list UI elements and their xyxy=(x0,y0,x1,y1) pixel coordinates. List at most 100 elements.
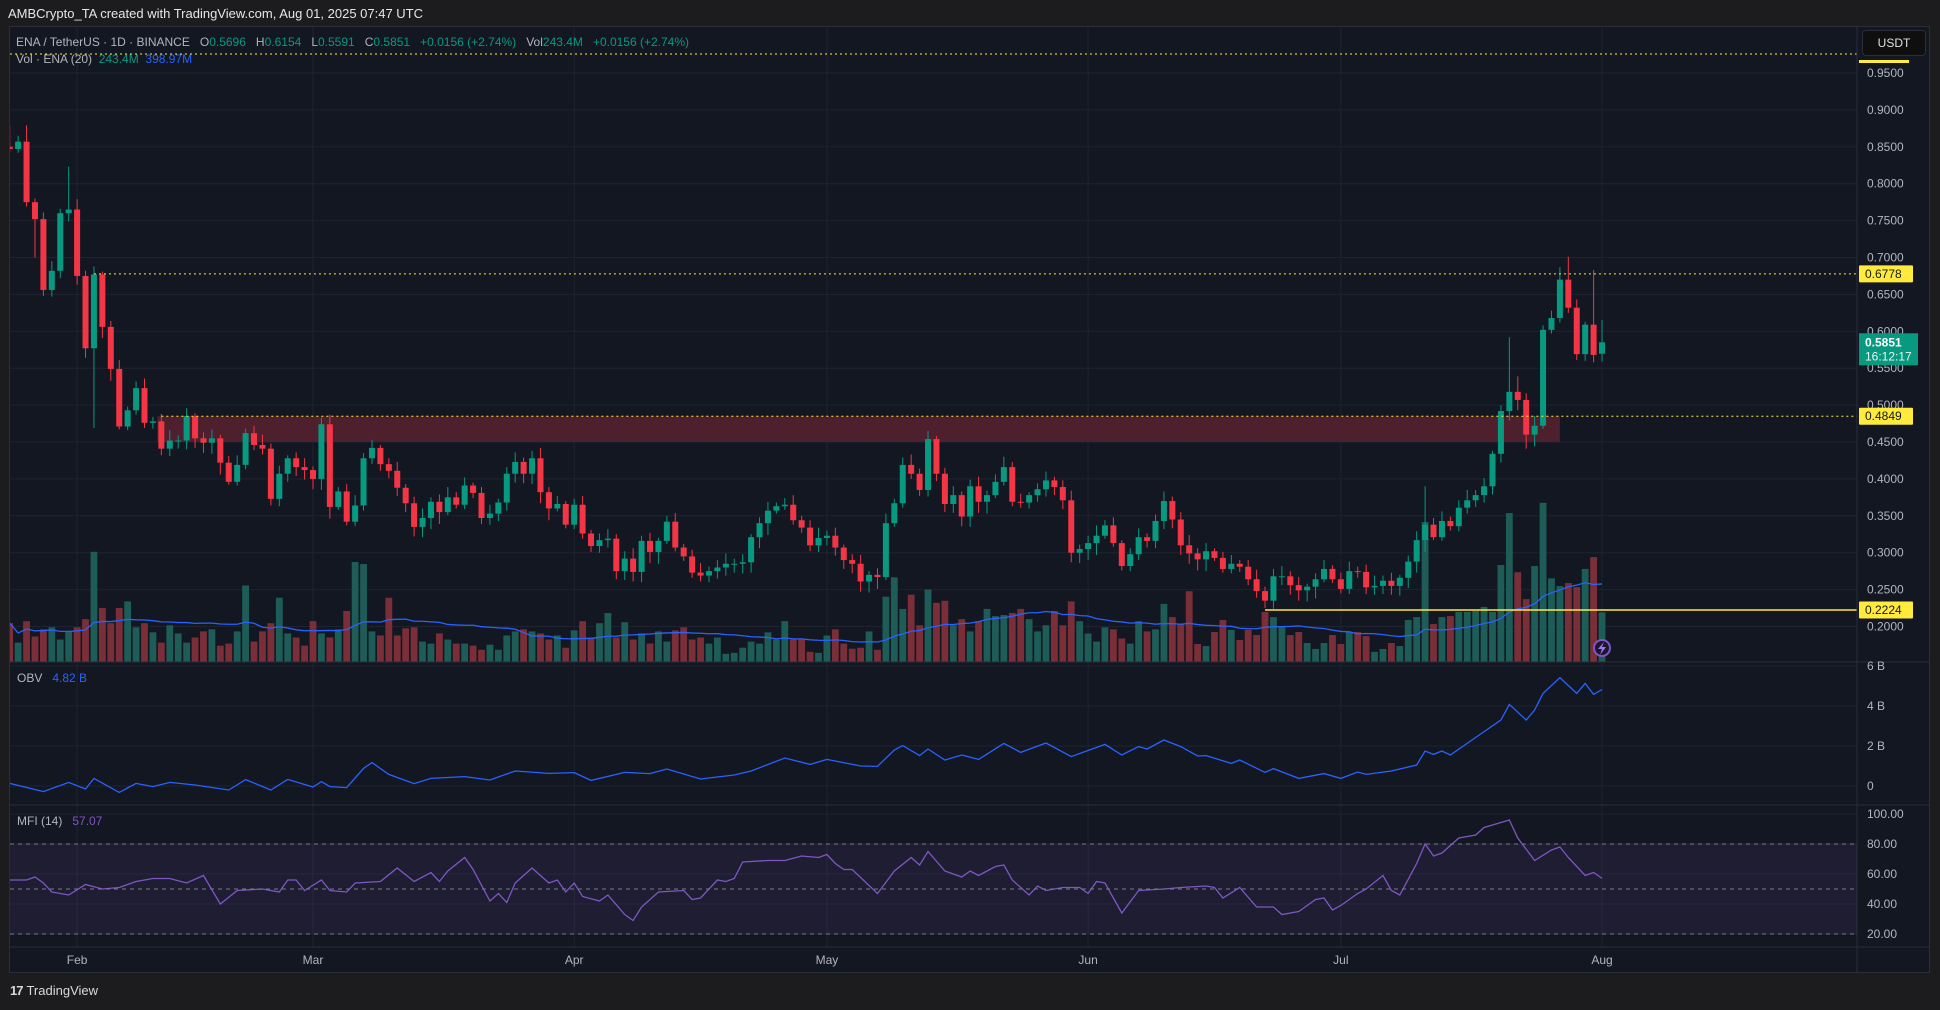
volume-bar xyxy=(520,629,528,662)
candle-body xyxy=(293,458,300,468)
candle-body xyxy=(899,464,906,504)
candle xyxy=(1346,561,1353,595)
volume-legend[interactable]: Vol · ENA (20) 243.4M 398.97M xyxy=(16,52,192,66)
candle-body xyxy=(1337,579,1344,589)
candle xyxy=(1430,518,1437,541)
volume-bar xyxy=(714,637,721,662)
volume-bar xyxy=(553,635,561,662)
candle xyxy=(604,529,611,548)
volume-bar xyxy=(1522,599,1530,662)
candle-body xyxy=(1422,524,1429,541)
candle-body xyxy=(1329,568,1336,580)
candle-body xyxy=(562,503,569,525)
candle xyxy=(529,450,536,485)
symbol-name[interactable]: ENA / TetherUS · 1D · BINANCE xyxy=(16,35,190,49)
open-value: 0.5696 xyxy=(209,35,246,49)
candle xyxy=(1506,337,1513,421)
candle-body xyxy=(1371,585,1378,588)
volume-bar xyxy=(1489,612,1496,662)
candle xyxy=(537,447,544,504)
symbol-legend[interactable]: ENA / TetherUS · 1D · BINANCE O0.5696 H0… xyxy=(16,35,689,49)
volume-bar xyxy=(478,649,485,662)
volume-bar xyxy=(1362,636,1370,662)
currency-button[interactable]: USDT xyxy=(1862,30,1926,56)
volume-bar xyxy=(377,635,384,662)
countdown-text: 16:12:17 xyxy=(1865,349,1912,363)
obv-legend[interactable]: OBV 4.82 B xyxy=(17,671,87,685)
candle xyxy=(1093,525,1100,555)
volume-bar xyxy=(587,637,595,662)
price-tick-label: 0.4000 xyxy=(1867,472,1904,486)
high-value: 0.6154 xyxy=(264,35,302,49)
candle xyxy=(1321,560,1327,583)
candle-body xyxy=(1228,563,1235,569)
volume-bar xyxy=(1548,578,1555,662)
tradingview-footer[interactable]: 17 TradingView xyxy=(10,983,98,998)
volume-bar xyxy=(183,642,191,662)
candle xyxy=(461,477,468,510)
volume-bar xyxy=(688,639,696,662)
mfi-tick-label: 100.00 xyxy=(1867,807,1904,821)
candle-body xyxy=(183,416,190,441)
candle xyxy=(99,271,106,338)
candle-body xyxy=(267,448,274,499)
candle-body xyxy=(31,202,38,220)
candle xyxy=(1438,511,1445,541)
volume-bar xyxy=(250,641,258,662)
volume-bar xyxy=(452,643,460,662)
candle-body xyxy=(1186,545,1193,554)
volume-bar xyxy=(1430,624,1437,662)
candle-body xyxy=(874,574,881,578)
candle-body xyxy=(1430,524,1437,538)
volume-bar xyxy=(98,607,106,662)
volume-bar xyxy=(1388,643,1395,662)
candle xyxy=(90,266,97,428)
candle-body xyxy=(1262,591,1269,601)
candle xyxy=(1514,376,1521,411)
volume-bar xyxy=(10,623,14,662)
volume-bar xyxy=(907,594,915,662)
volume-bar xyxy=(545,639,553,662)
candle-body xyxy=(1135,537,1142,555)
volume-bar xyxy=(1067,601,1075,662)
candle xyxy=(57,208,64,279)
volume-bar xyxy=(1472,610,1480,662)
candle-body xyxy=(276,473,283,499)
volume-bar xyxy=(949,625,957,662)
volume-bar xyxy=(14,642,22,662)
candle xyxy=(124,406,131,431)
volume-bar xyxy=(368,631,376,662)
candle-body xyxy=(377,447,384,465)
candle-body xyxy=(461,485,468,505)
candle xyxy=(486,504,493,525)
candle-body xyxy=(200,438,207,443)
candle xyxy=(899,457,906,508)
volume-bar xyxy=(1531,566,1539,662)
volume-bar xyxy=(309,621,317,662)
candle-body xyxy=(1177,519,1184,546)
candle-body xyxy=(427,501,434,519)
candle xyxy=(1371,575,1378,595)
volume-bar xyxy=(1539,502,1547,662)
resistance-price-text: 0.6778 xyxy=(1865,267,1902,281)
candle xyxy=(276,465,283,507)
candle-body xyxy=(1127,554,1134,566)
candle xyxy=(545,487,552,521)
candle-body xyxy=(1287,576,1294,586)
candle xyxy=(984,490,990,514)
candle-body xyxy=(335,491,342,507)
candle-body xyxy=(798,520,805,528)
volume-bar xyxy=(503,635,511,662)
candle-body xyxy=(773,506,780,511)
candle xyxy=(638,535,645,583)
candle xyxy=(975,476,982,513)
candle xyxy=(411,496,418,537)
candle xyxy=(1076,544,1083,564)
candle-body xyxy=(1076,549,1083,553)
volume-bar xyxy=(200,631,207,662)
volume-bar xyxy=(1219,619,1227,662)
candle xyxy=(1219,551,1226,573)
candle-body xyxy=(975,486,982,502)
mfi-legend[interactable]: MFI (14) 57.07 xyxy=(17,814,102,828)
